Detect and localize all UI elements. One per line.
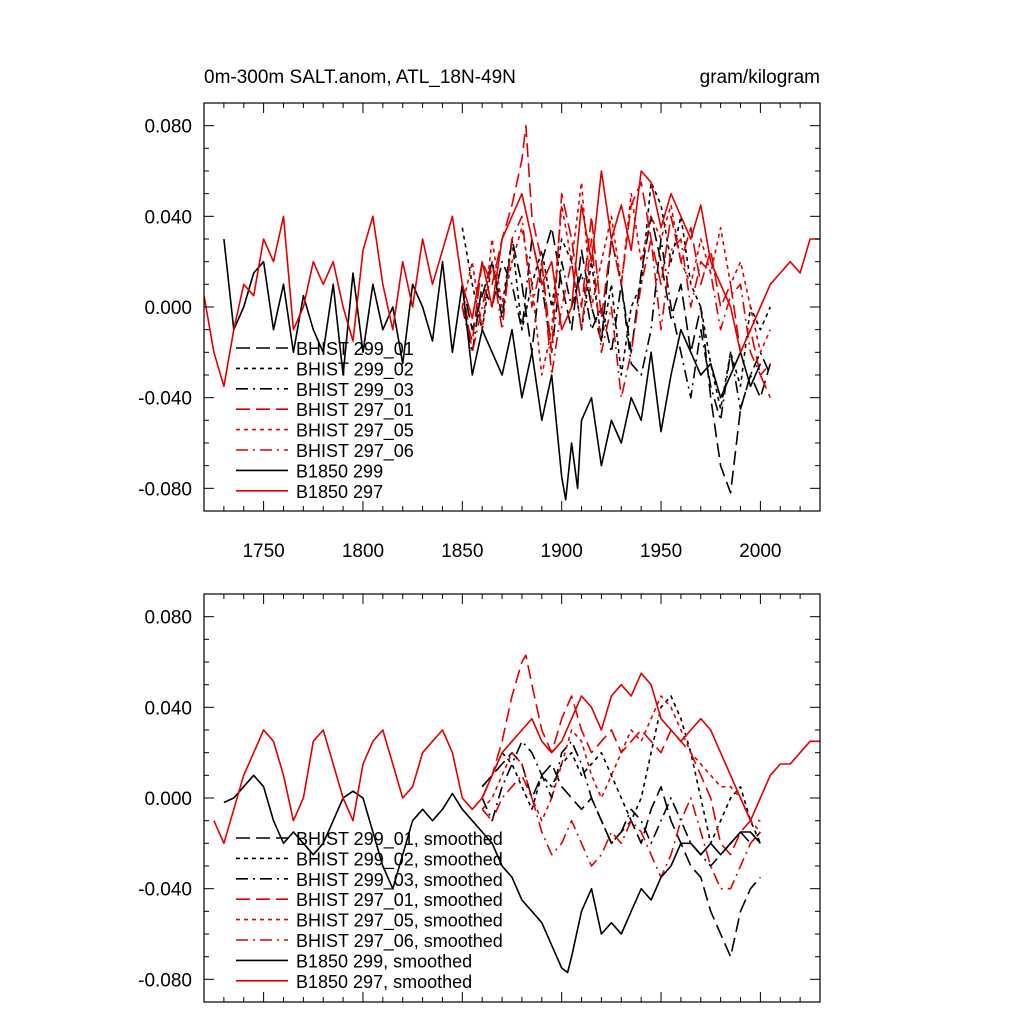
legend-label: B1850 299 bbox=[296, 461, 383, 481]
legend-label: BHIST 299_03, smoothed bbox=[296, 870, 503, 891]
legend-label: BHIST 299_01, smoothed bbox=[296, 829, 503, 850]
series-line-4 bbox=[481, 695, 762, 833]
series-line-3 bbox=[481, 654, 761, 856]
chart-title: 0m-300m SALT.anom, ATL_18N-49N bbox=[204, 67, 516, 88]
legend-label: BHIST 299_03 bbox=[296, 380, 414, 401]
legend-label: BHIST 299_01 bbox=[296, 339, 414, 360]
x-tick-label: 1750 bbox=[242, 541, 284, 562]
x-tick-label: 1900 bbox=[541, 541, 583, 562]
series-line-1 bbox=[481, 695, 762, 845]
legend-label: BHIST 297_01, smoothed bbox=[296, 890, 503, 911]
y-tick-label: -0.040 bbox=[138, 880, 192, 901]
legend-label: B1850 297 bbox=[296, 482, 383, 502]
top-panel: -0.080 -0.040 0.000 0.040 0.080 1750 1800 1850 1… bbox=[138, 102, 821, 562]
legend-label: BHIST 297_01 bbox=[296, 400, 414, 421]
series-line-6 bbox=[223, 774, 762, 974]
x-tick-label: 1950 bbox=[640, 541, 682, 562]
series-line-7 bbox=[204, 170, 820, 388]
legend-label: BHIST 299_02 bbox=[296, 359, 414, 380]
y-tick-label: 0.000 bbox=[144, 789, 192, 810]
legend-label: B1850 297, smoothed bbox=[296, 972, 472, 992]
series-line-2 bbox=[461, 238, 772, 422]
y-tick-label: 0.080 bbox=[144, 117, 192, 138]
legend-label: BHIST 299_02, smoothed bbox=[296, 849, 503, 870]
y-tick-label: -0.040 bbox=[138, 389, 192, 410]
x-tick-label: 1850 bbox=[441, 541, 483, 562]
bottom-panel: -0.080 -0.040 0.000 0.040 0.080 BHIST 299_01,… bbox=[138, 593, 821, 1003]
x-tick-label: 1800 bbox=[342, 541, 384, 562]
series-line-7 bbox=[213, 672, 820, 845]
y-tick-label: 0.080 bbox=[144, 608, 192, 629]
series-line-4 bbox=[461, 181, 772, 376]
x-tick-label: 2000 bbox=[739, 541, 781, 562]
series-line-0 bbox=[461, 215, 772, 494]
y-tick-label: 0.040 bbox=[144, 207, 192, 228]
series-group bbox=[213, 654, 820, 974]
series-line-2 bbox=[481, 740, 762, 867]
y-tick-label: 0.040 bbox=[144, 698, 192, 719]
y-tick-label: 0.000 bbox=[144, 298, 192, 319]
y-tick-label: -0.080 bbox=[138, 970, 192, 991]
y-tick-label: -0.080 bbox=[138, 479, 192, 500]
series-line-5 bbox=[481, 774, 762, 890]
legend-label: BHIST 297_06, smoothed bbox=[296, 931, 503, 952]
series-line-6 bbox=[223, 238, 762, 501]
series-line-5 bbox=[461, 215, 771, 399]
legend-label: B1850 299, smoothed bbox=[296, 951, 472, 971]
legend-label: BHIST 297_05, smoothed bbox=[296, 911, 503, 932]
series-group bbox=[204, 124, 820, 501]
legend-label: BHIST 297_05 bbox=[296, 421, 414, 442]
legend-label: BHIST 297_06 bbox=[296, 441, 414, 462]
chart-units: gram/kilogram bbox=[700, 67, 820, 88]
